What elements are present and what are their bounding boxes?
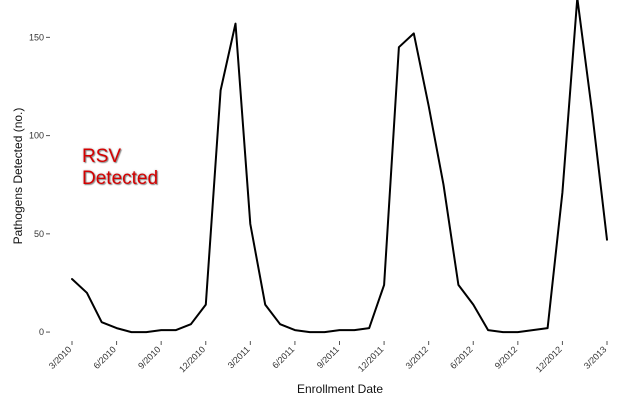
data-point xyxy=(517,331,519,333)
data-point xyxy=(442,184,444,186)
data-point xyxy=(190,323,192,325)
data-point xyxy=(368,327,370,329)
series-line-rsv xyxy=(71,0,608,334)
x-tick-label: 6/2011 xyxy=(270,344,296,370)
data-point xyxy=(561,191,563,193)
y-tick-label: 0 xyxy=(39,327,44,337)
x-tick-label: 3/2010 xyxy=(47,344,74,371)
data-point xyxy=(546,327,548,329)
data-point xyxy=(115,327,117,329)
y-axis-title: Pathogens Detected (no.) xyxy=(11,108,25,245)
data-point xyxy=(591,111,593,113)
data-point xyxy=(472,303,474,305)
data-point xyxy=(160,329,162,331)
data-point xyxy=(502,331,504,333)
x-tick-label: 3/2011 xyxy=(226,344,252,370)
annotation-line-2: Detected xyxy=(82,168,159,189)
x-tick-label: 12/2010 xyxy=(177,344,207,374)
x-tick-label: 6/2012 xyxy=(448,344,475,371)
x-axis-title: Enrollment Date xyxy=(297,382,383,396)
data-point xyxy=(398,46,400,48)
data-point xyxy=(86,292,88,294)
y-tick-label: 150 xyxy=(29,32,44,42)
annotation-line-1: RSV xyxy=(82,146,122,167)
data-point xyxy=(457,284,459,286)
data-point xyxy=(175,329,177,331)
data-point xyxy=(323,331,325,333)
data-point xyxy=(309,331,311,333)
data-point xyxy=(219,89,221,91)
data-point xyxy=(249,223,251,225)
x-axis: 3/2010 6/2010 9/2010 12/2010 3/2011 6/2011 9/2… xyxy=(47,341,609,374)
data-point xyxy=(338,329,340,331)
data-point xyxy=(413,32,415,34)
data-point xyxy=(145,331,147,333)
data-point xyxy=(264,303,266,305)
data-point xyxy=(294,329,296,331)
data-point xyxy=(234,22,236,24)
data-point xyxy=(279,323,281,325)
data-point xyxy=(101,321,103,323)
series-layer xyxy=(71,0,608,334)
data-point xyxy=(606,239,608,241)
data-point xyxy=(487,329,489,331)
x-tick-label: 9/2011 xyxy=(315,344,341,370)
x-tick-label: 3/2012 xyxy=(404,344,431,371)
y-axis: 0 50 100 150 xyxy=(29,32,50,337)
y-tick-label: 100 xyxy=(29,131,44,141)
x-tick-label: 3/2013 xyxy=(582,344,609,371)
data-point xyxy=(205,303,207,305)
data-point xyxy=(130,331,132,333)
data-point xyxy=(353,329,355,331)
x-tick-label: 12/2011 xyxy=(356,344,386,374)
data-point xyxy=(531,329,533,331)
y-tick-label: 50 xyxy=(34,229,44,239)
x-tick-label: 12/2012 xyxy=(534,344,564,374)
x-tick-label: 6/2010 xyxy=(91,344,118,371)
x-tick-label: 9/2012 xyxy=(493,344,520,371)
rsv-detected-annotation: RSV Detected xyxy=(82,146,158,190)
x-tick-label: 9/2010 xyxy=(136,344,163,371)
data-point xyxy=(383,284,385,286)
data-point xyxy=(427,105,429,107)
data-point xyxy=(71,278,73,280)
